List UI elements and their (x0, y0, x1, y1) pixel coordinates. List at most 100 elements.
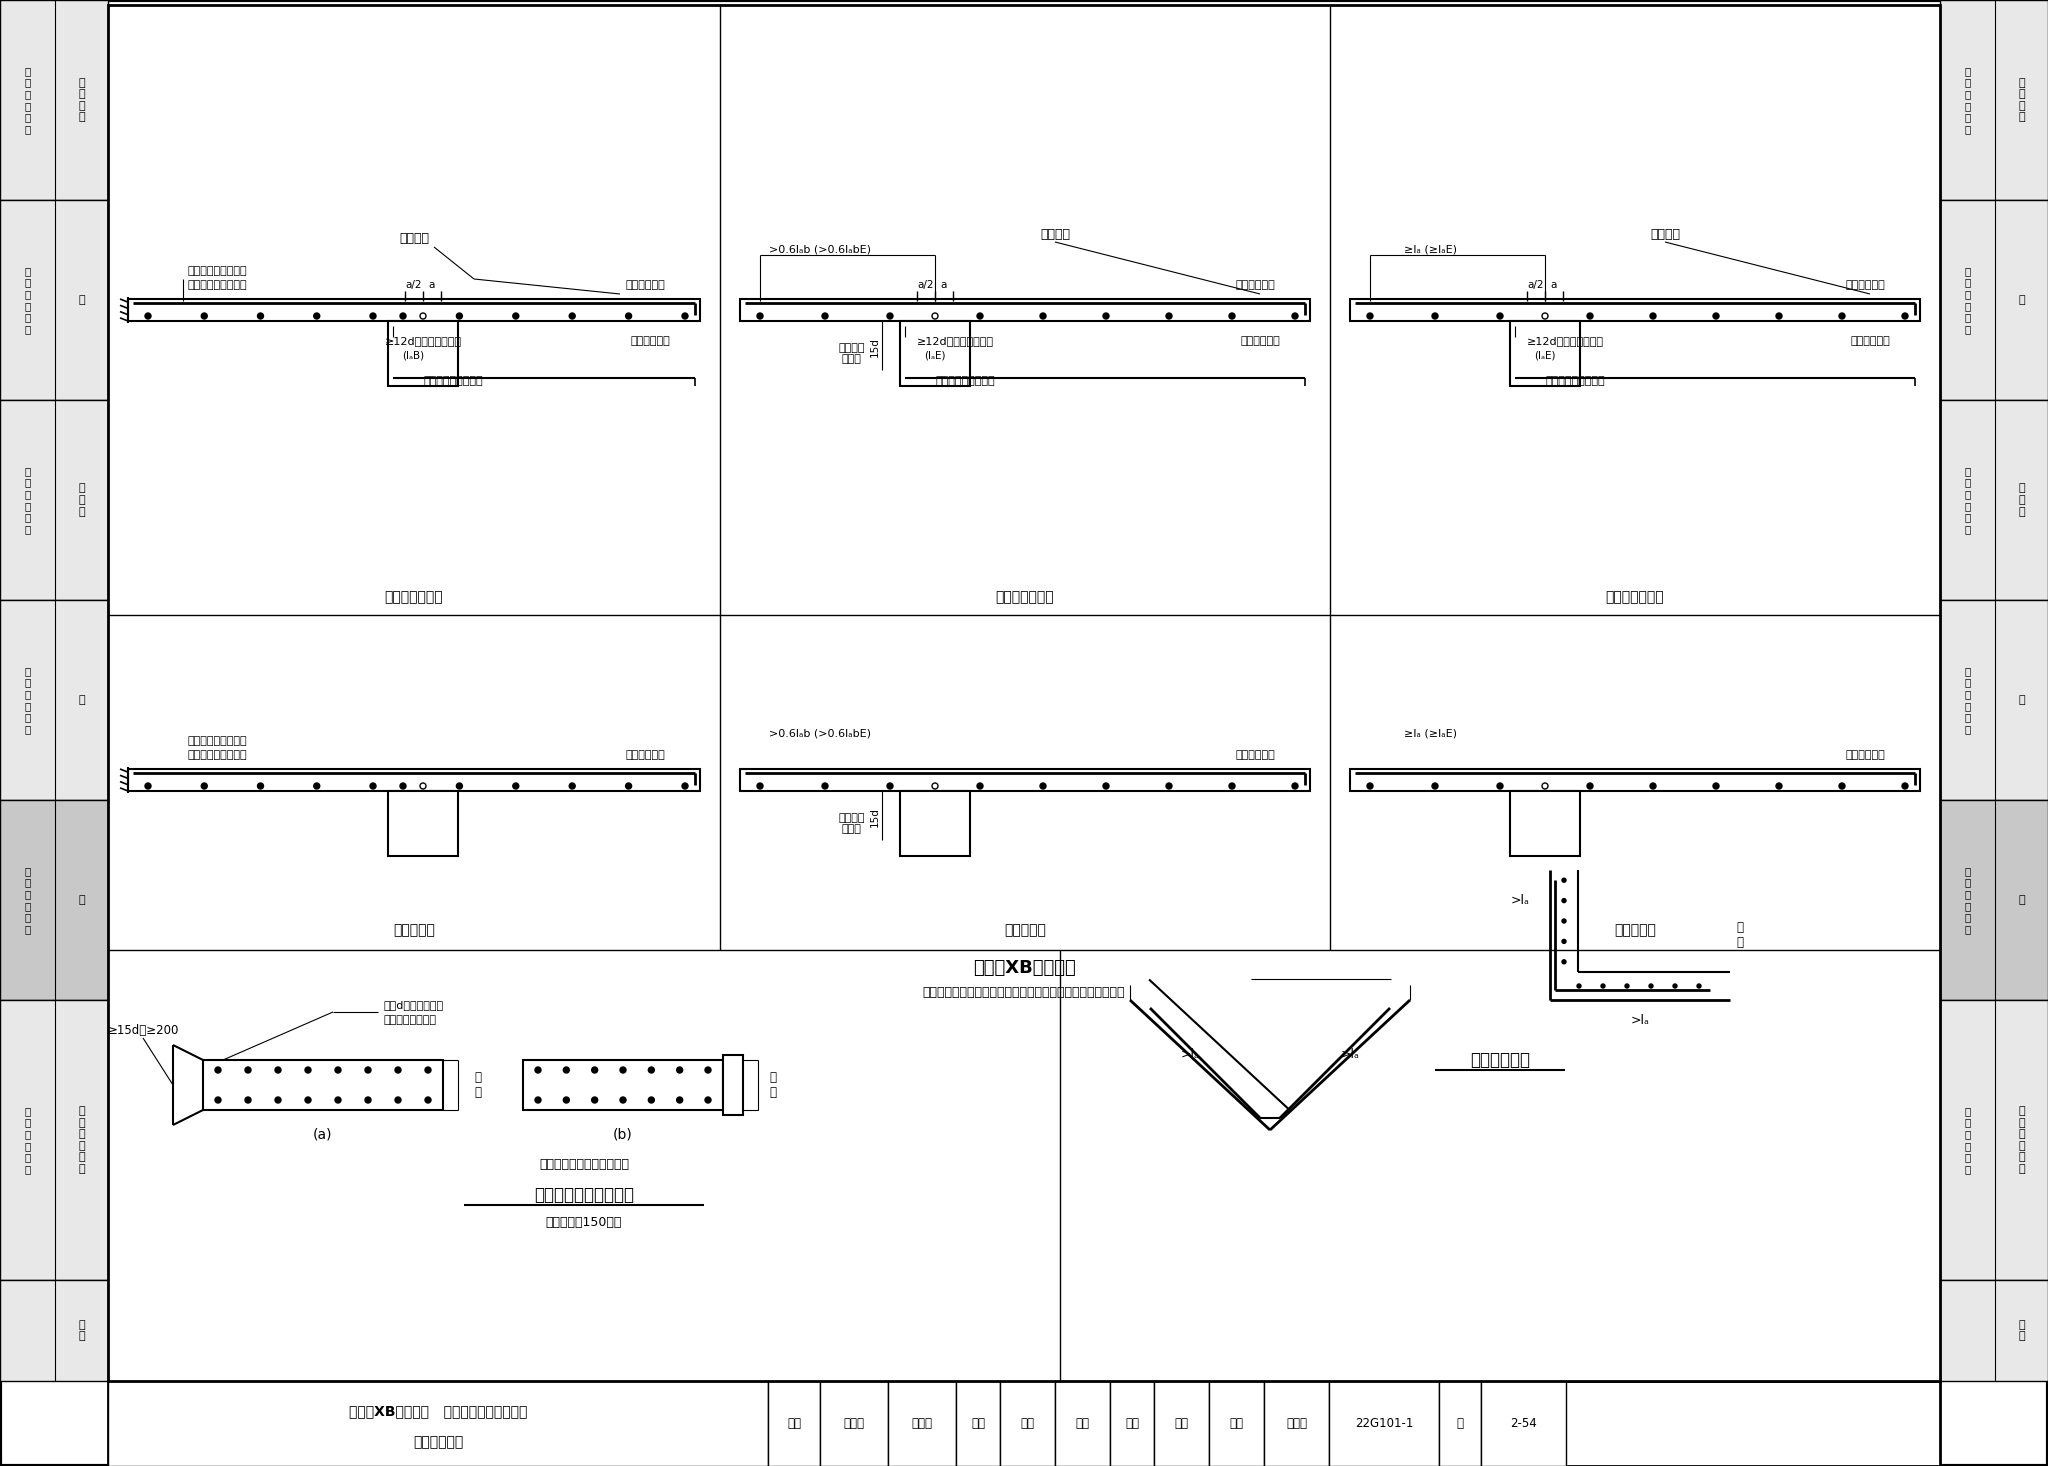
Text: (lₐB): (lₐB) (401, 350, 424, 361)
Circle shape (274, 1067, 281, 1073)
Bar (109, 1381, 1939, 1466)
Text: 构造筋（受力钢筋）: 构造筋（受力钢筋） (936, 375, 995, 386)
Bar (1329, 1381, 1440, 1466)
Text: 梁: 梁 (78, 695, 84, 705)
Bar (0, 600, 109, 800)
Text: >lₐ: >lₐ (1341, 1048, 1360, 1061)
Bar (1939, 400, 2048, 600)
Bar (109, 4, 1939, 1381)
Circle shape (569, 314, 575, 320)
Bar (522, 1060, 723, 1110)
Circle shape (1292, 314, 1298, 320)
Text: >0.6lₐb (>0.6lₐbE): >0.6lₐb (>0.6lₐbE) (768, 243, 870, 254)
Text: 设计: 设计 (1124, 1418, 1139, 1429)
Text: 跨内板上部另向受力: 跨内板上部另向受力 (188, 265, 248, 276)
Bar (0, 800, 109, 1000)
Circle shape (1040, 314, 1047, 320)
Text: 构造或分布筋: 构造或分布筋 (1235, 280, 1274, 290)
Text: (lₐE): (lₐE) (1534, 350, 1556, 361)
Circle shape (1651, 314, 1657, 320)
Text: 构造筋（受力钢筋）: 构造筋（受力钢筋） (424, 375, 483, 386)
Bar (819, 1381, 889, 1466)
Circle shape (1624, 984, 1628, 988)
Circle shape (1563, 919, 1567, 924)
Text: >lₐ: >lₐ (1630, 1013, 1649, 1026)
Circle shape (676, 1067, 682, 1073)
Circle shape (201, 783, 207, 789)
Circle shape (274, 1097, 281, 1102)
Circle shape (1712, 783, 1718, 789)
Circle shape (1776, 783, 1782, 789)
Text: 15d: 15d (870, 808, 881, 827)
Text: a: a (428, 280, 434, 290)
Text: 折板配筋构造: 折板配筋构造 (1470, 1051, 1530, 1069)
Circle shape (1542, 314, 1548, 320)
Bar (1939, 600, 2048, 800)
Text: 标
准
构
造
详
图: 标 准 构 造 详 图 (1964, 466, 1970, 534)
Circle shape (1165, 783, 1171, 789)
Circle shape (313, 314, 319, 320)
Circle shape (977, 783, 983, 789)
Circle shape (201, 314, 207, 320)
Text: 上、下部均配筋: 上、下部均配筋 (995, 589, 1055, 604)
Bar (1055, 1381, 1110, 1466)
Bar (899, 321, 971, 386)
Circle shape (821, 314, 827, 320)
Bar (768, 1381, 819, 1466)
Circle shape (1563, 960, 1567, 963)
Circle shape (932, 783, 938, 789)
Circle shape (457, 314, 463, 320)
Text: 罗域: 罗域 (1020, 1418, 1034, 1429)
Circle shape (426, 1067, 430, 1073)
Text: 15d: 15d (870, 337, 881, 356)
Text: 板
厚: 板 厚 (475, 1072, 481, 1100)
Bar (899, 792, 971, 856)
Circle shape (1587, 783, 1593, 789)
Circle shape (1432, 314, 1438, 320)
Text: 剪
力
墙: 剪 力 墙 (78, 484, 84, 516)
Bar (127, 299, 700, 321)
Text: 上、下部均配筋: 上、下部均配筋 (385, 589, 442, 604)
Bar (1481, 1381, 1567, 1466)
Circle shape (758, 783, 764, 789)
Circle shape (535, 1067, 541, 1073)
Text: 构造或分布筋: 构造或分布筋 (1845, 280, 1884, 290)
Circle shape (1165, 314, 1171, 320)
Text: a/2: a/2 (406, 280, 422, 290)
Circle shape (215, 1067, 221, 1073)
Circle shape (705, 1067, 711, 1073)
Text: 标
准
构
造
详
图: 标 准 构 造 详 图 (25, 666, 31, 734)
Text: 构造或分布筋: 构造或分布筋 (1849, 336, 1890, 346)
Circle shape (621, 1097, 627, 1102)
Circle shape (1292, 783, 1298, 789)
Text: 2-54: 2-54 (1509, 1418, 1536, 1429)
Bar (109, 1381, 768, 1466)
Text: 仅上部配筋: 仅上部配筋 (1004, 924, 1047, 937)
Circle shape (1776, 314, 1782, 320)
Bar (1350, 299, 1921, 321)
Text: (lₐE): (lₐE) (924, 350, 946, 361)
Text: 在梁角筋
内弯钩: 在梁角筋 内弯钩 (838, 812, 864, 834)
Circle shape (649, 1067, 653, 1073)
Circle shape (145, 783, 152, 789)
Circle shape (563, 1097, 569, 1102)
Circle shape (313, 783, 319, 789)
Circle shape (1577, 984, 1581, 988)
Text: 构造或分布筋: 构造或分布筋 (1235, 751, 1274, 759)
Circle shape (215, 1097, 221, 1102)
Circle shape (1839, 783, 1845, 789)
Text: 构造或分布筋: 构造或分布筋 (1845, 751, 1884, 759)
Bar (1939, 199, 2048, 400)
Text: 仅上部配筋: 仅上部配筋 (393, 924, 434, 937)
Text: ≥12d且至少到梁中线: ≥12d且至少到梁中线 (385, 336, 461, 346)
Bar (1509, 321, 1579, 386)
Bar (1939, 1000, 2048, 1280)
Text: 构造或分布筋: 构造或分布筋 (625, 280, 666, 290)
Circle shape (246, 1097, 252, 1102)
Bar (1939, 1280, 2048, 1381)
Text: 其
他
相
关
构
造: 其 他 相 关 构 造 (2017, 1105, 2025, 1174)
Bar (1350, 770, 1921, 792)
Bar (739, 299, 1311, 321)
Text: 附
录: 附 录 (2017, 1319, 2025, 1341)
Text: 受力钢筋: 受力钢筋 (1651, 227, 1679, 240)
